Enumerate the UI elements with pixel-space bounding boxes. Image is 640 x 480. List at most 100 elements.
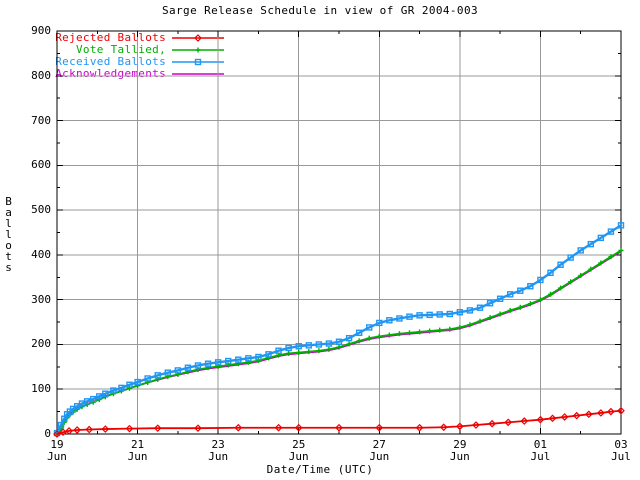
x-tick-day: 19 <box>50 438 64 451</box>
data-point-marker <box>406 313 413 320</box>
data-point-marker <box>456 309 464 316</box>
data-point-marker <box>517 287 524 294</box>
legend-label: Rejected Ballots <box>55 31 166 44</box>
data-point-marker <box>102 390 109 397</box>
y-axis-label-char: l <box>5 228 13 241</box>
data-point-marker <box>194 424 202 433</box>
legend-item-vote-tallied[interactable]: Vote Tallied, <box>58 44 228 56</box>
data-point-marker <box>85 425 94 434</box>
data-point-marker <box>59 428 67 437</box>
data-point-marker <box>548 414 557 423</box>
data-point-marker <box>274 423 283 432</box>
data-point-marker <box>597 409 605 417</box>
data-point-marker <box>456 422 464 431</box>
data-point-marker <box>587 240 594 248</box>
x-tick-label: 19 Jun <box>32 439 82 463</box>
x-tick-day: 21 <box>130 438 145 451</box>
data-point-marker <box>184 364 192 371</box>
data-point-marker <box>154 372 161 379</box>
legend-swatch-none-icon <box>172 73 224 75</box>
data-point-marker <box>567 254 574 261</box>
y-tick-label: 400 <box>31 247 51 261</box>
legend-label: Acknowledgements <box>55 67 166 80</box>
data-point-marker <box>295 343 302 350</box>
data-point-marker <box>305 342 312 349</box>
data-point-marker <box>436 311 443 318</box>
y-axis-label-char: s <box>5 261 13 274</box>
x-tick-day: 23 <box>211 438 225 451</box>
data-point-marker <box>285 344 292 352</box>
chart-title: Sarge Release Schedule in view of GR 200… <box>161 4 478 17</box>
data-point-marker <box>488 419 496 428</box>
data-point-marker <box>204 360 212 367</box>
y-tick-label: 500 <box>31 203 51 217</box>
series-received-ballots <box>53 222 625 437</box>
data-point-marker <box>476 304 484 311</box>
x-tick-day: 25 <box>292 438 306 451</box>
data-point-marker <box>386 317 393 324</box>
x-tick-day: 27 <box>372 438 386 451</box>
y-axis-label-char: t <box>5 250 13 263</box>
data-point-marker <box>466 307 474 314</box>
x-tick-month: Jun <box>208 450 229 463</box>
data-point-marker <box>472 421 480 429</box>
data-point-marker <box>527 283 534 290</box>
data-point-marker <box>194 362 202 369</box>
data-point-marker <box>235 356 242 363</box>
data-point-marker <box>118 384 125 392</box>
data-point-marker <box>153 424 162 433</box>
y-tick-label: 0 <box>44 427 51 440</box>
x-tick-month: Jun <box>127 450 148 463</box>
data-point-marker <box>607 228 615 235</box>
data-point-marker <box>265 351 272 358</box>
data-point-marker <box>617 406 625 415</box>
legend-swatch-diamond-icon <box>172 34 224 42</box>
legend-label: Vote Tallied, <box>76 43 166 56</box>
x-tick-day: 29 <box>453 438 467 451</box>
data-point-marker <box>366 324 373 331</box>
legend-item-rejected-ballots[interactable]: Rejected Ballots <box>55 31 228 44</box>
x-axis-label: Date/Time (UTC) <box>266 463 374 476</box>
data-point-marker <box>507 291 514 298</box>
data-point-marker <box>439 423 448 432</box>
data-point-marker <box>557 261 564 268</box>
data-point-marker <box>73 426 81 434</box>
y-tick-label: 100 <box>31 382 51 396</box>
data-point-marker <box>607 407 615 416</box>
data-point-marker <box>496 295 504 302</box>
data-point-marker <box>144 375 151 382</box>
y-tick-label: 700 <box>31 113 51 127</box>
data-point-marker <box>315 341 323 348</box>
data-point-marker <box>355 329 363 337</box>
data-point-marker <box>96 393 103 400</box>
y-tick-label: 200 <box>31 337 51 351</box>
data-point-marker <box>53 430 61 438</box>
data-point-marker <box>560 413 569 421</box>
legend-item-received-ballots[interactable]: Received Ballots <box>55 56 228 68</box>
y-tick-label: 900 <box>31 24 51 37</box>
data-point-marker <box>125 424 134 433</box>
y-tick-label: 800 <box>31 68 51 82</box>
data-point-marker <box>446 310 453 318</box>
data-point-marker <box>110 387 117 394</box>
y-axis-label-char: B <box>5 195 13 208</box>
x-tick-label: 21 Jun <box>113 439 163 463</box>
data-point-marker <box>486 300 494 307</box>
x-tick-day: 03 <box>614 438 628 451</box>
y-axis-label-char: l <box>5 217 13 230</box>
x-tick-label: 25 Jun <box>274 439 324 463</box>
legend-item-acknowledgements[interactable]: Acknowledgements <box>55 67 228 80</box>
data-point-marker <box>65 427 73 435</box>
data-point-marker <box>255 353 262 361</box>
data-point-marker <box>415 423 424 432</box>
legend-swatch-plus-icon <box>172 47 224 53</box>
data-point-marker <box>345 334 353 342</box>
data-point-marker <box>504 418 513 427</box>
data-point-marker <box>537 276 544 284</box>
data-point-marker <box>275 347 282 354</box>
series-rejected-ballots <box>53 406 625 438</box>
data-point-marker <box>572 411 581 420</box>
